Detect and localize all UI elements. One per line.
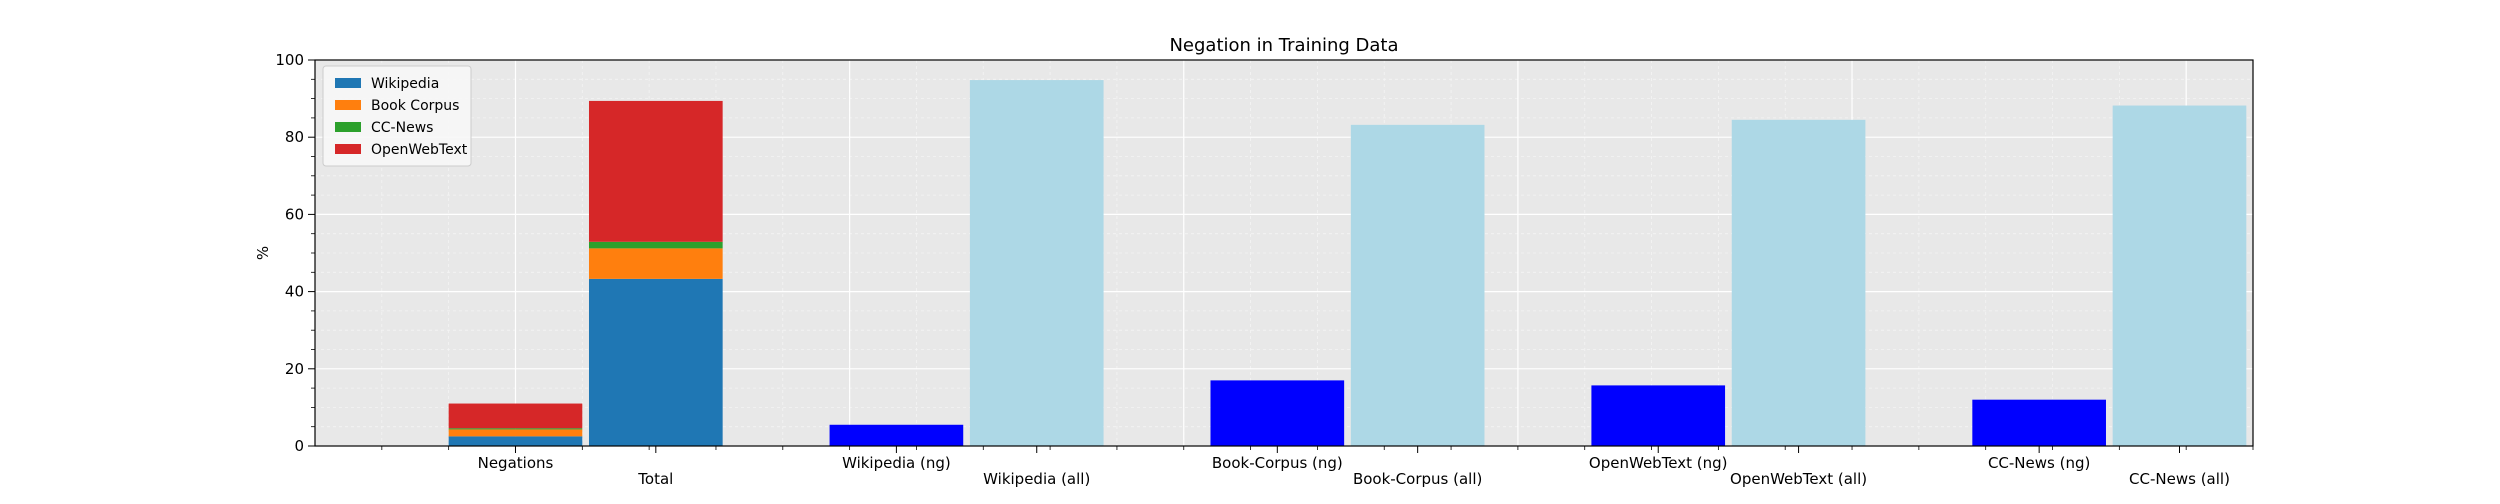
legend-swatch [335, 100, 361, 110]
bar-segment-wikipedia [588, 278, 723, 446]
y-tick-label: 80 [285, 128, 304, 146]
x-tick-label: Book-Corpus (ng) [1212, 454, 1343, 472]
legend-swatch [335, 144, 361, 154]
y-tick-label: 40 [285, 283, 304, 301]
x-tick-label: Wikipedia (ng) [842, 454, 951, 472]
x-tick-label: CC-News (all) [2129, 470, 2230, 488]
bar-segment-cc-news [448, 428, 583, 430]
y-axis-label: % [254, 246, 272, 260]
legend-label: Book Corpus [371, 98, 459, 114]
bar [1731, 119, 1866, 446]
bar-segment-openwebtext [448, 403, 583, 429]
bar-segment-book-corpus [588, 248, 723, 279]
x-tick-label: Negations [478, 454, 554, 472]
y-tick-label: 20 [285, 360, 304, 378]
legend-label: CC-News [371, 120, 433, 136]
bar-segment-openwebtext [588, 100, 723, 242]
x-tick-label: Wikipedia (all) [983, 470, 1090, 488]
bar-segment-cc-news [588, 241, 723, 249]
legend-box [322, 65, 472, 167]
y-tick-label: 60 [285, 205, 304, 223]
bar [1350, 124, 1485, 447]
legend-swatch [335, 122, 361, 132]
chart-title: Negation in Training Data [1169, 35, 1398, 56]
bar-segment-wikipedia [448, 436, 583, 446]
x-tick-label: OpenWebText (ng) [1589, 454, 1728, 472]
y-tick-label: 100 [275, 51, 304, 69]
bar-segment-book-corpus [448, 429, 583, 437]
bar [1591, 385, 1726, 446]
bar [1210, 380, 1345, 446]
x-tick-label: Total [637, 470, 673, 488]
bar [1972, 399, 2106, 446]
x-tick-label: CC-News (ng) [1988, 454, 2090, 472]
bar [2112, 105, 2247, 446]
bar [969, 80, 1104, 447]
legend-label: Wikipedia [371, 76, 439, 92]
legend-label: OpenWebText [371, 142, 468, 158]
y-tick-label: 0 [294, 437, 304, 455]
x-tick-label: OpenWebText (all) [1730, 470, 1867, 488]
bar [829, 424, 964, 446]
legend-swatch [335, 78, 361, 88]
x-tick-label: Book-Corpus (all) [1353, 470, 1482, 488]
